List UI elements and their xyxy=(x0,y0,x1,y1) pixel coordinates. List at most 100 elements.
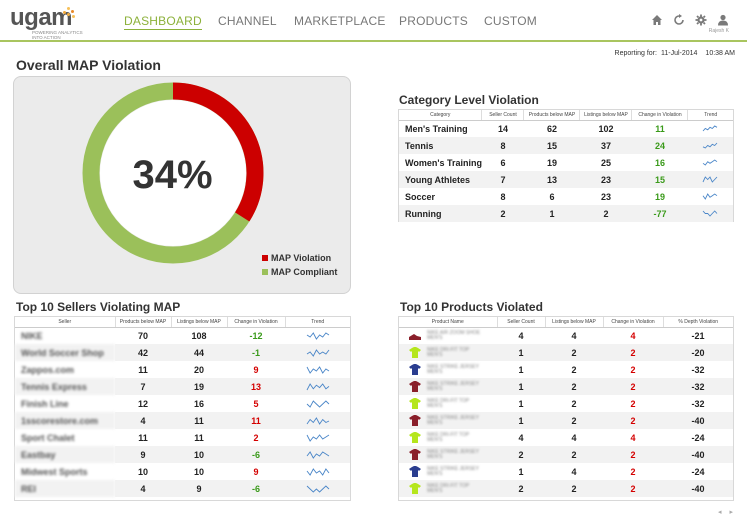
product-name[interactable]: NIKE AIR ZOOM SHOE xyxy=(427,329,481,336)
product-name[interactable]: NIKE STRIKE JERSEY xyxy=(427,448,479,455)
shirt-thumbnail-icon[interactable] xyxy=(409,364,421,375)
shoe-thumbnail-icon[interactable] xyxy=(409,330,421,341)
col-seller-count[interactable]: Seller Count xyxy=(497,317,546,328)
table-row[interactable]: Soccer 8 6 23 19 xyxy=(399,188,733,205)
pager-next-icon[interactable]: ▸ xyxy=(729,509,733,516)
col-trend[interactable]: Trend xyxy=(687,110,733,121)
pager-prev-icon[interactable]: ◂ xyxy=(718,509,722,516)
col-change-in-violation[interactable]: Change in Violation xyxy=(227,317,286,328)
listings-below-map: 19 xyxy=(171,378,227,395)
products-table-panel: Product Name Seller Count Listings below… xyxy=(398,316,734,501)
nav-custom[interactable]: CUSTOM xyxy=(484,14,537,28)
table-row[interactable]: Tennis 8 15 37 24 xyxy=(399,137,733,154)
table-row[interactable]: NIKE AIR ZOOM SHOE MEN'S 4 4 4 -21 xyxy=(399,327,733,344)
col-seller[interactable]: Seller xyxy=(15,317,116,328)
table-row[interactable]: NIKE STRIKE JERSEY MEN'S 2 2 2 -40 xyxy=(399,446,733,463)
col-products-below-map[interactable]: Products below MAP xyxy=(115,317,172,328)
table-row[interactable]: NIKE 70 108 -12 xyxy=(15,327,350,344)
table-row[interactable]: NIKE STRIKE JERSEY MEN'S 1 4 2 -24 xyxy=(399,463,733,480)
nav-marketplace[interactable]: MARKETPLACE xyxy=(294,14,386,28)
table-row[interactable]: Men's Training 14 62 102 11 xyxy=(399,120,733,137)
trend-cell xyxy=(285,361,350,378)
col-depth-violation[interactable]: % Depth Violation xyxy=(663,317,733,328)
col-product-name[interactable]: Product Name xyxy=(399,317,498,328)
products-below-map: 9 xyxy=(115,446,171,463)
listings-below-map: 2 xyxy=(545,446,603,463)
product-name[interactable]: NIKE STRIKE JERSEY xyxy=(427,380,479,387)
product-name[interactable]: NIKE DRI-FIT TOP xyxy=(427,482,470,489)
listings-below-map: 108 xyxy=(191,330,207,341)
col-seller-count[interactable]: Seller Count xyxy=(481,110,525,121)
table-row[interactable]: Women's Training 6 19 25 16 xyxy=(399,154,733,171)
depth-violation: -20 xyxy=(663,344,733,361)
product-cell: NIKE DRI-FIT TOP MEN'S xyxy=(399,480,497,497)
nav-dashboard[interactable]: DASHBOARD xyxy=(124,14,202,30)
products-title: Top 10 Products Violated xyxy=(400,300,543,314)
shirt-thumbnail-icon[interactable] xyxy=(409,347,421,358)
product-cell: NIKE STRIKE JERSEY MEN'S xyxy=(399,378,497,395)
table-row[interactable]: NIKE STRIKE JERSEY MEN'S 1 2 2 -32 xyxy=(399,361,733,378)
table-row[interactable]: Zappos.com 11 20 9 xyxy=(15,361,350,378)
product-name[interactable]: NIKE DRI-FIT TOP xyxy=(427,346,470,353)
table-row[interactable]: 1sscorestore.com 4 11 11 xyxy=(15,412,350,429)
trend-sparkline xyxy=(703,125,718,132)
table-row[interactable]: NIKE STRIKE JERSEY MEN'S 1 2 2 -40 xyxy=(399,412,733,429)
shirt-thumbnail-icon[interactable] xyxy=(409,449,421,460)
table-row[interactable]: NIKE DRI-FIT TOP MEN'S 1 2 2 -20 xyxy=(399,344,733,361)
nav-channel[interactable]: CHANNEL xyxy=(218,14,277,28)
table-row[interactable]: Eastbay 9 10 -6 xyxy=(15,446,350,463)
table-row[interactable]: Midwest Sports 10 10 9 xyxy=(15,463,350,480)
table-row[interactable]: NIKE STRIKE JERSEY MEN'S 1 2 2 -32 xyxy=(399,378,733,395)
shirt-thumbnail-icon[interactable] xyxy=(409,483,421,494)
refresh-icon[interactable] xyxy=(673,14,685,26)
seller-name: Tennis Express xyxy=(15,378,115,395)
table-row[interactable]: NIKE DRI-FIT TOP MEN'S 4 4 4 -24 xyxy=(399,429,733,446)
shirt-thumbnail-icon[interactable] xyxy=(409,381,421,392)
col-category[interactable]: Category xyxy=(399,110,483,121)
product-name[interactable]: NIKE STRIKE JERSEY xyxy=(427,363,479,370)
product-name[interactable]: NIKE STRIKE JERSEY xyxy=(427,414,479,421)
table-row[interactable]: NIKE DRI-FIT TOP MEN'S 2 2 2 -40 xyxy=(399,480,733,497)
col-change-in-violation[interactable]: Change in Violation xyxy=(631,110,689,121)
user-icon[interactable] xyxy=(717,14,729,26)
table-row[interactable]: Finish Line 12 16 5 xyxy=(15,395,350,412)
col-change-in-violation[interactable]: Change in Violation xyxy=(603,317,664,328)
table-row[interactable]: Tennis Express 7 19 13 xyxy=(15,378,350,395)
product-subtitle: MEN'S xyxy=(427,402,443,409)
shirt-thumbnail-icon[interactable] xyxy=(409,415,421,426)
listings-below-map: 10 xyxy=(193,466,204,477)
seller-name: Finish Line xyxy=(21,398,69,409)
product-name[interactable]: NIKE STRIKE JERSEY xyxy=(427,465,479,472)
gear-icon[interactable] xyxy=(695,14,707,26)
seller-count: 4 xyxy=(518,432,524,443)
legend-compliant-swatch xyxy=(262,269,268,275)
table-row[interactable]: Young Athletes 7 13 23 15 xyxy=(399,171,733,188)
product-name[interactable]: NIKE DRI-FIT TOP xyxy=(427,397,470,404)
col-products-below-map[interactable]: Products below MAP xyxy=(523,110,581,121)
change-in-violation: 13 xyxy=(227,378,285,395)
shirt-thumbnail-icon[interactable] xyxy=(409,432,421,443)
col-listings-below-map[interactable]: Listings below MAP xyxy=(579,110,633,121)
product-name[interactable]: NIKE DRI-FIT TOP xyxy=(427,431,470,438)
table-row[interactable]: REI 4 9 -6 xyxy=(15,480,350,497)
col-listings-below-map[interactable]: Listings below MAP xyxy=(171,317,228,328)
ugam-logo[interactable]: ugam POWERING ANALYTICS INTO ACTION xyxy=(10,4,105,40)
trend-cell xyxy=(285,395,350,412)
nav-products[interactable]: PRODUCTS xyxy=(399,14,468,28)
products-below-map: 11 xyxy=(138,432,148,443)
col-trend[interactable]: Trend xyxy=(285,317,350,328)
shirt-thumbnail-icon[interactable] xyxy=(409,398,421,409)
seller-count: 1 xyxy=(497,378,545,395)
trend-sparkline xyxy=(306,433,329,442)
table-row[interactable]: NIKE DRI-FIT TOP MEN'S 1 2 2 -32 xyxy=(399,395,733,412)
shirt-thumbnail-icon[interactable] xyxy=(409,466,421,477)
change-in-violation: -6 xyxy=(227,446,285,463)
products-below-map: 4 xyxy=(115,412,171,429)
col-listings-below-map[interactable]: Listings below MAP xyxy=(545,317,604,328)
table-row[interactable]: World Soccer Shop 42 44 -1 xyxy=(15,344,350,361)
seller-count: 1 xyxy=(497,344,545,361)
home-icon[interactable] xyxy=(651,14,663,26)
table-row[interactable]: Running 2 1 2 -77 xyxy=(399,205,733,222)
product-cell: NIKE AIR ZOOM SHOE MEN'S xyxy=(399,327,497,344)
table-row[interactable]: Sport Chalet 11 11 2 xyxy=(15,429,350,446)
